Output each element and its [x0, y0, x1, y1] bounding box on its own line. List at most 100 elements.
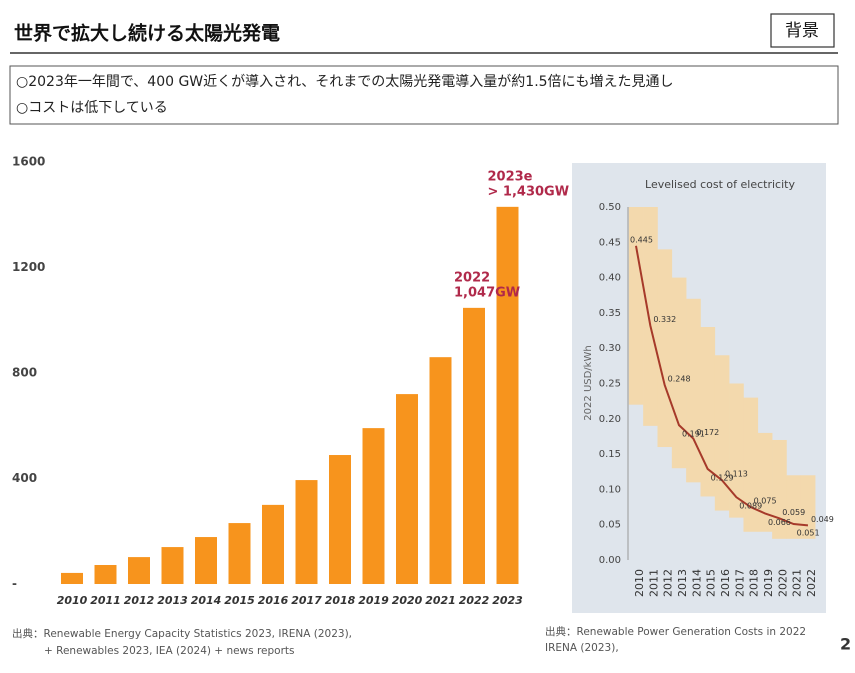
y-tick-label: 0.00	[599, 555, 621, 566]
range-band	[772, 439, 787, 539]
bar	[396, 394, 418, 584]
x-tick-label: 2013	[157, 594, 188, 607]
range-band	[628, 207, 644, 405]
range-band	[643, 207, 658, 426]
chart-title: Levelised cost of electricity	[645, 178, 795, 191]
x-tick-label: 2019	[762, 569, 775, 597]
page-number: 2	[840, 635, 851, 654]
x-tick-label: 2021	[425, 594, 456, 607]
x-tick-label: 2010	[57, 594, 88, 607]
y-tick-label: 0.10	[599, 484, 621, 495]
source: 出典：Renewable Power Generation Costs in 2…	[545, 625, 806, 638]
y-tick-label: 0.15	[599, 449, 621, 460]
bullet: ○コストは低下している	[16, 100, 168, 116]
bar	[94, 565, 117, 584]
bar	[429, 357, 452, 584]
x-tick-label: 2018	[325, 594, 356, 607]
y-axis-label: 2022 USD/kWh	[583, 345, 594, 420]
y-tick-label: 1200	[12, 260, 45, 274]
data-label: 0.248	[668, 374, 691, 383]
x-tick-label: 2014	[690, 569, 703, 597]
x-tick-label: 2022	[459, 594, 490, 607]
bar	[161, 547, 184, 584]
y-tick-label: 0.50	[599, 202, 621, 213]
bar	[329, 455, 351, 584]
y-tick-label: 0.20	[599, 414, 621, 425]
range-band	[686, 298, 701, 483]
bar	[463, 307, 485, 584]
range-band	[743, 397, 759, 532]
y-tick-label: 0.30	[599, 343, 621, 354]
bar	[262, 504, 284, 584]
x-tick-label: 2020	[392, 594, 423, 607]
x-tick-label: 2012	[662, 569, 675, 597]
data-label: 0.051	[797, 528, 820, 537]
x-tick-label: 2011	[90, 594, 121, 607]
tag-box	[770, 13, 835, 48]
y-tick-label: 800	[12, 366, 37, 380]
y-tick-label: 0.40	[599, 273, 621, 284]
data-label: 0.445	[630, 235, 653, 244]
x-tick-label: 2018	[748, 569, 761, 597]
range-band	[800, 475, 816, 539]
x-tick-label: 2015	[705, 569, 718, 597]
annotation: 2022	[454, 270, 490, 285]
x-tick-label: 2017	[291, 594, 322, 607]
bar	[496, 206, 519, 584]
source: IRENA (2023),	[545, 642, 619, 654]
slide-title: 世界で拡大し続ける太陽光発電	[14, 22, 280, 45]
source: 出典：Renewable Energy Capacity Statistics …	[12, 627, 352, 640]
bar	[128, 557, 150, 584]
bar	[295, 480, 318, 584]
annotation: > 1,430GW	[488, 184, 570, 199]
line	[635, 245, 809, 527]
y-tick-label: 0.25	[599, 379, 621, 390]
x-tick-label: 2010	[633, 569, 646, 597]
data-label: 0.191	[682, 430, 705, 439]
bar	[228, 523, 251, 584]
y-tick-label: 400	[12, 471, 37, 485]
range-band	[714, 355, 730, 511]
data-label: 0.066	[768, 518, 791, 527]
x-tick-label: 2019	[358, 594, 389, 607]
source: + Renewables 2023, IEA (2024) + news rep…	[44, 645, 295, 657]
y-tick-label: 1600	[12, 155, 45, 169]
data-label: 0.332	[653, 315, 676, 324]
tag: 背景	[785, 21, 819, 41]
range-band	[757, 432, 773, 532]
x-tick-label: 2016	[719, 569, 732, 597]
range-band	[700, 327, 716, 497]
range-band	[729, 383, 744, 518]
x-tick-label: 2023	[492, 594, 523, 607]
y-tick-label: -	[12, 577, 17, 591]
annotation: 1,047GW	[454, 285, 520, 300]
y-tick-label: 0.05	[599, 520, 621, 531]
x-tick-label: 2015	[224, 594, 255, 607]
x-tick-label: 2011	[647, 569, 660, 597]
data-label: 0.075	[754, 497, 777, 506]
x-tick-label: 2012	[124, 594, 155, 607]
data-label: 0.049	[811, 515, 834, 524]
y-tick-label: 0.45	[599, 237, 621, 248]
bullet-box	[9, 65, 839, 125]
bullet: ○2023年一年間で、400 GW近くが導入され、それまでの太陽光発電導入量が約…	[16, 74, 674, 90]
range-band	[657, 249, 673, 448]
data-label: 0.172	[696, 428, 719, 437]
data-label: 0.059	[782, 508, 805, 517]
bar	[362, 428, 385, 584]
x-tick-label: 2013	[676, 569, 689, 597]
x-tick-label: 2021	[791, 569, 804, 597]
range-band	[671, 277, 687, 469]
x-tick-label: 2016	[258, 594, 289, 607]
data-label: 0.089	[739, 502, 762, 511]
bar	[61, 572, 83, 584]
x-tick-label: 2017	[733, 569, 746, 597]
data-label: 0.129	[711, 473, 734, 482]
x-tick-label: 2022	[805, 569, 818, 597]
bar	[195, 537, 217, 584]
x-tick-label: 2020	[776, 569, 789, 597]
y-tick-label: 0.35	[599, 308, 621, 319]
annotation: 2023e	[488, 169, 533, 184]
